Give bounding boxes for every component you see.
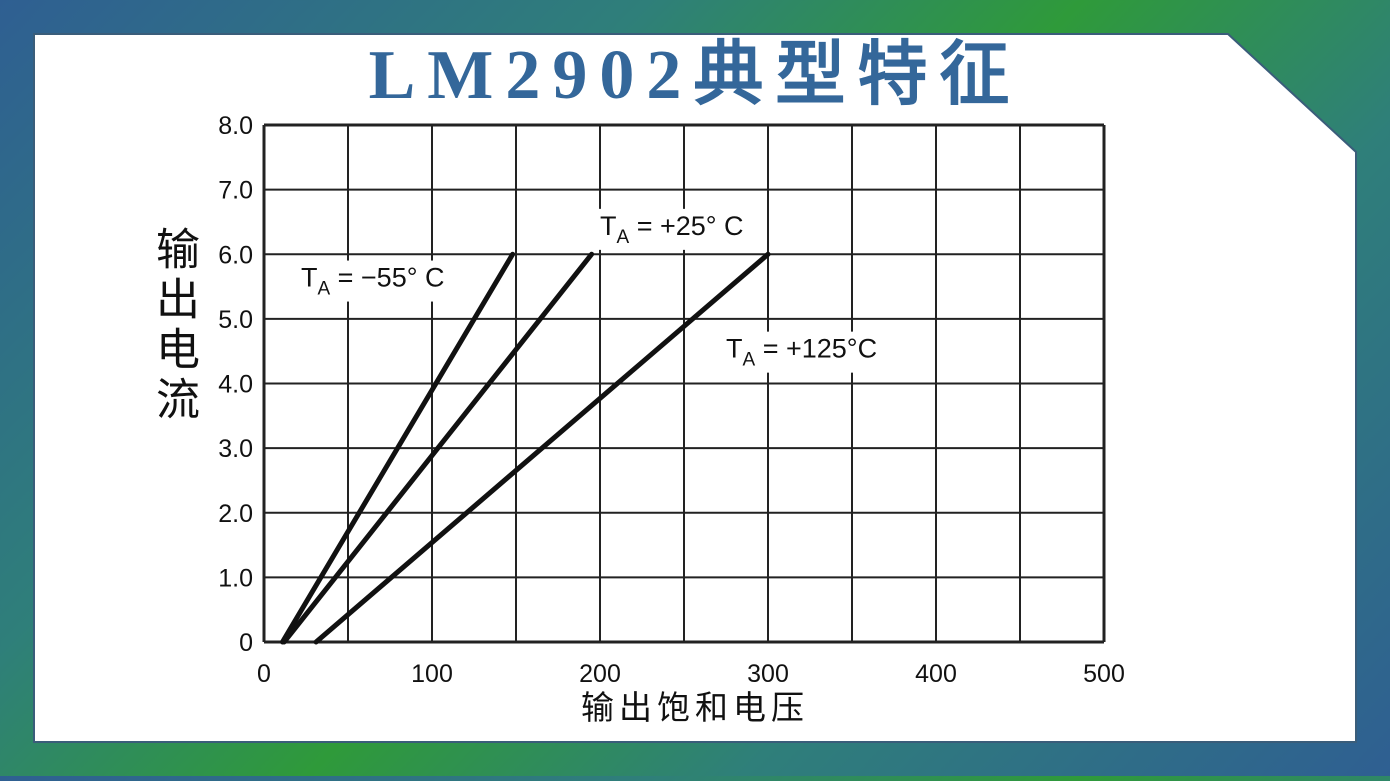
series-line-2 [313,251,771,645]
series-line-0 [279,251,516,645]
x-tick-label: 200 [579,660,621,688]
y-axis-label: 输出电流 [148,226,199,426]
x-tick-labels: 0 100 200 300 400 500 [257,660,1125,688]
x-tick-label: 500 [1083,660,1125,688]
series-annotation-2: TA = +125°C [726,334,877,371]
y-tick-label: 8.0 [218,112,253,140]
y-tick-label: 4.0 [218,371,253,399]
y-tick-label: 0 [239,629,253,657]
y-tick-label: 3.0 [218,435,253,463]
annotation-background [594,208,750,250]
y-tick-label: 6.0 [218,241,253,269]
x-tick-label: 0 [257,660,271,688]
grid-lines [262,123,1106,644]
x-tick-label: 100 [411,660,453,688]
chart-title: LM2902典型特征 [368,37,1022,114]
series-annotation-0: TA = −55° C [301,263,445,300]
y-tick-label: 2.0 [218,500,253,528]
x-tick-label: 400 [915,660,957,688]
y-tick-label: 5.0 [218,306,253,334]
annotation-background [294,260,451,302]
x-axis-label: 输出饱和电压 [581,688,809,727]
series-line-1 [281,251,595,645]
y-tick-label: 7.0 [218,177,253,205]
series-annotations: TA = −55° C TA = +25° C TA = +125°C [294,208,884,373]
y-tick-labels: 0 1.0 2.0 3.0 4.0 5.0 6.0 7.0 8.0 [218,112,253,657]
series-annotation-1: TA = +25° C [600,211,744,248]
series-lines [279,251,771,645]
y-tick-label: 1.0 [218,564,253,592]
x-tick-label: 300 [747,660,789,688]
annotation-background [720,331,884,373]
